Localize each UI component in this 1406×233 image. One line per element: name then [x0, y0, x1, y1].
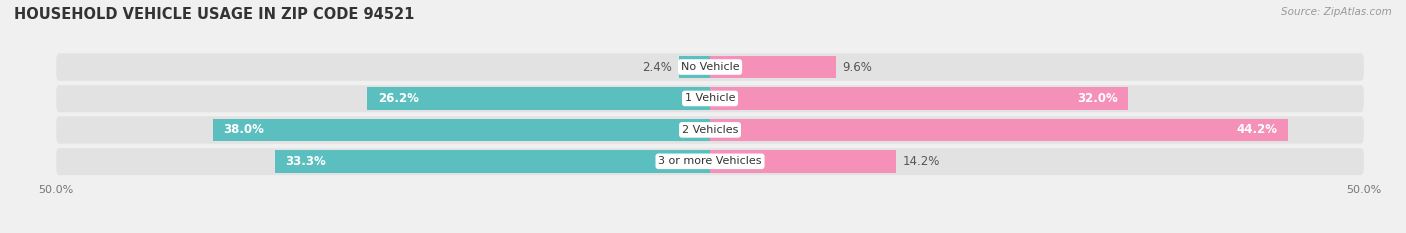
- Text: 1 Vehicle: 1 Vehicle: [685, 93, 735, 103]
- FancyBboxPatch shape: [56, 116, 1364, 144]
- Text: Source: ZipAtlas.com: Source: ZipAtlas.com: [1281, 7, 1392, 17]
- Text: 9.6%: 9.6%: [842, 61, 872, 74]
- Text: 26.2%: 26.2%: [378, 92, 419, 105]
- Bar: [710, 150, 896, 173]
- Bar: [274, 150, 710, 173]
- Text: 2.4%: 2.4%: [643, 61, 672, 74]
- Text: 2 Vehicles: 2 Vehicles: [682, 125, 738, 135]
- Text: 33.3%: 33.3%: [285, 155, 326, 168]
- Text: 14.2%: 14.2%: [903, 155, 939, 168]
- Bar: [710, 87, 1129, 110]
- FancyBboxPatch shape: [56, 85, 1364, 112]
- FancyBboxPatch shape: [56, 53, 1364, 81]
- Text: No Vehicle: No Vehicle: [681, 62, 740, 72]
- Text: 3 or more Vehicles: 3 or more Vehicles: [658, 156, 762, 166]
- Bar: [679, 56, 710, 78]
- Text: HOUSEHOLD VEHICLE USAGE IN ZIP CODE 94521: HOUSEHOLD VEHICLE USAGE IN ZIP CODE 9452…: [14, 7, 415, 22]
- Bar: [367, 87, 710, 110]
- Bar: [710, 56, 835, 78]
- Text: 32.0%: 32.0%: [1077, 92, 1118, 105]
- Text: 44.2%: 44.2%: [1236, 123, 1278, 136]
- Bar: [710, 119, 1288, 141]
- Text: 38.0%: 38.0%: [224, 123, 264, 136]
- FancyBboxPatch shape: [56, 147, 1364, 175]
- Bar: [214, 119, 710, 141]
